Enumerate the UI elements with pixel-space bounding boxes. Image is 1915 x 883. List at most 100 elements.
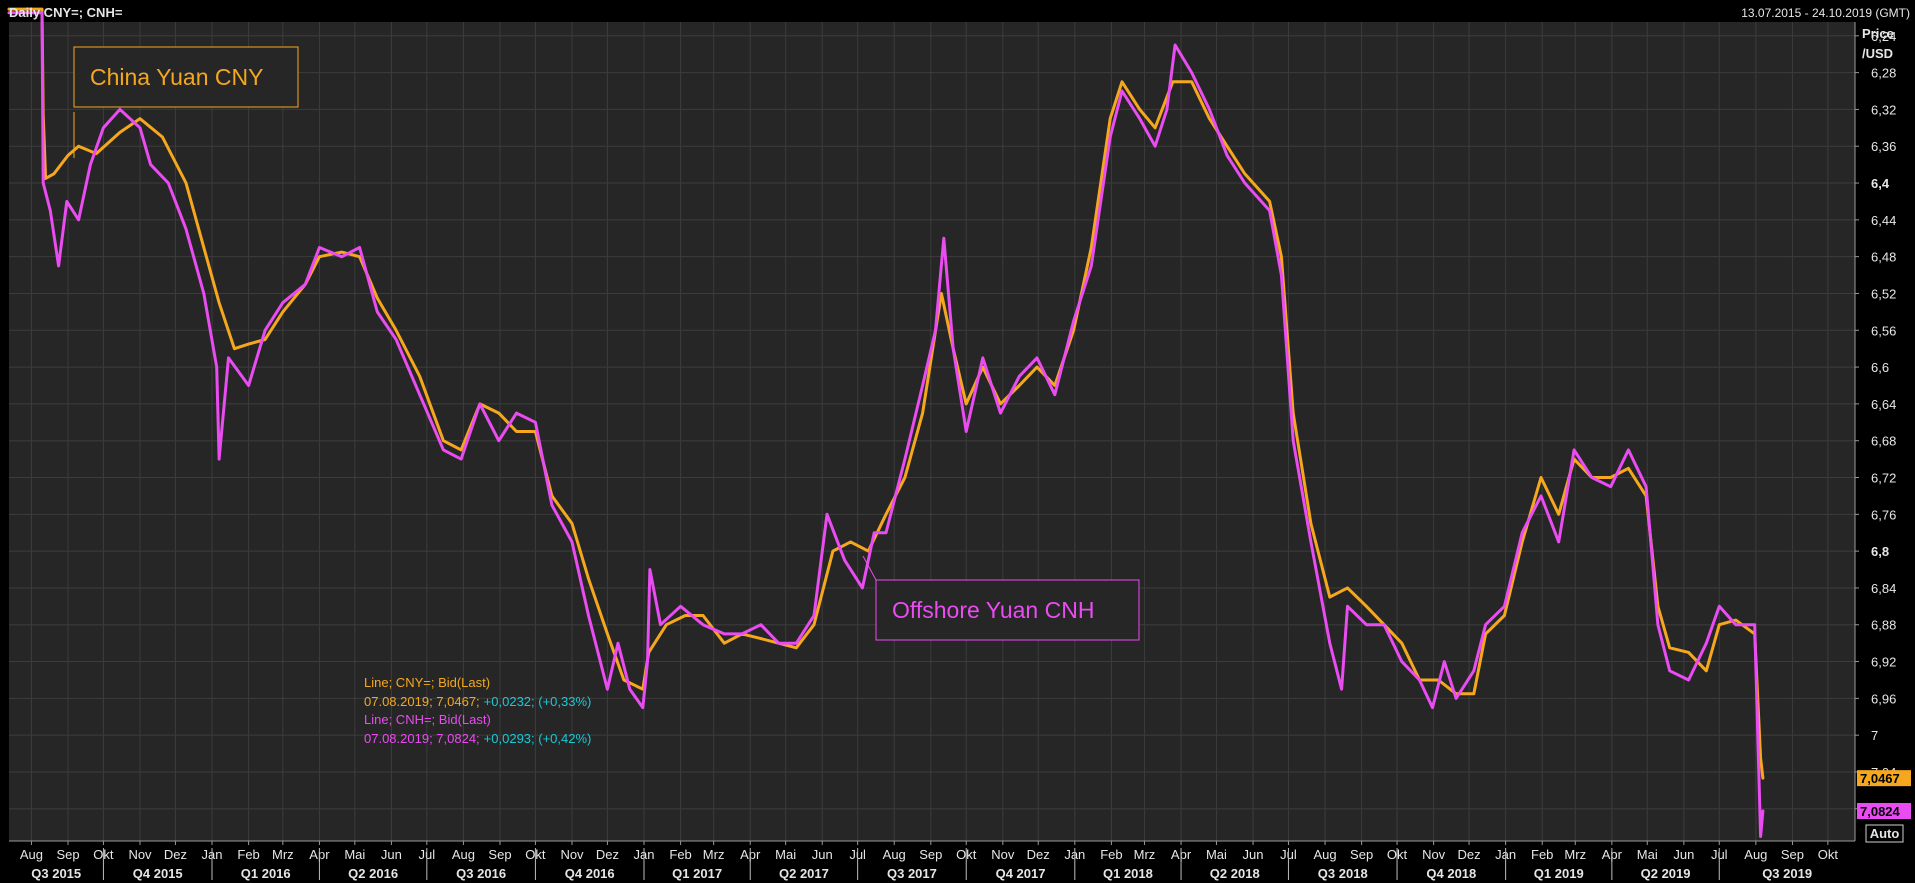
legend-cny-change: +0,0232; (+0,33%) — [484, 694, 592, 709]
x-quarter-label: Q1 2018 — [1103, 866, 1153, 881]
x-month-label: Aug — [883, 847, 906, 862]
y-tick-label: 6,4 — [1871, 176, 1890, 191]
y-tick-label: 6,28 — [1871, 66, 1896, 81]
legend-cnh-change: +0,0293; (+0,42%) — [484, 731, 592, 746]
x-month-label: Feb — [1100, 847, 1122, 862]
legend-cnh-values-row: 07.08.2019; 7,0824; +0,0293; (+0,42%) — [364, 731, 591, 746]
cnh-annotation-label: Offshore Yuan CNH — [892, 597, 1094, 623]
x-month-label: Okt — [1818, 847, 1839, 862]
cnh-last-value: 7,0824 — [1860, 804, 1901, 819]
x-month-label: Dez — [164, 847, 187, 862]
x-quarter-label: Q3 2017 — [887, 866, 937, 881]
unit-label-price: Price — [1862, 26, 1894, 41]
x-month-label: Sep — [488, 847, 511, 862]
x-month-label: Mai — [775, 847, 796, 862]
y-tick-label: 6,92 — [1871, 655, 1896, 670]
x-month-label: Sep — [919, 847, 942, 862]
x-quarter-label: Q3 2016 — [456, 866, 506, 881]
x-month-label: Aug — [1744, 847, 1767, 862]
y-tick-label: 6,64 — [1871, 397, 1896, 412]
y-tick-label: 6,48 — [1871, 250, 1896, 265]
legend-cny-values: 07.08.2019; 7,0467; — [364, 694, 480, 709]
y-tick-label: 6,72 — [1871, 471, 1896, 486]
x-month-label: Dez — [1457, 847, 1480, 862]
x-month-label: Feb — [669, 847, 691, 862]
y-tick-label: 6,84 — [1871, 581, 1896, 596]
x-month-label: Mai — [1637, 847, 1658, 862]
y-tick-label: 6,96 — [1871, 691, 1896, 706]
x-quarter-label: Q1 2016 — [241, 866, 291, 881]
unit-label-usd: /USD — [1862, 46, 1893, 61]
x-month-label: Aug — [20, 847, 43, 862]
x-month-label: Mrz — [703, 847, 725, 862]
x-quarter-label: Q2 2016 — [348, 866, 398, 881]
x-month-label: Dez — [1027, 847, 1050, 862]
y-tick-label: 6,88 — [1871, 618, 1896, 633]
series-lines — [7, 7, 1765, 838]
auto-scale-button[interactable] — [1865, 824, 1904, 843]
legend-cny-values-row: 07.08.2019; 7,0467; +0,0232; (+0,33%) — [364, 694, 591, 709]
x-month-label: Mrz — [1134, 847, 1156, 862]
x-quarter-label: Q2 2019 — [1641, 866, 1691, 881]
y-tick-label: 7 — [1871, 728, 1878, 743]
cnh-annotation-box[interactable] — [875, 579, 1140, 641]
x-month-label: Sep — [1350, 847, 1373, 862]
y-tick-label: 6,68 — [1871, 434, 1896, 449]
y-tick-label: 6,56 — [1871, 323, 1896, 338]
x-month-label: Jun — [1673, 847, 1694, 862]
y-tick-label: 6,32 — [1871, 102, 1896, 117]
y-tick-label: 6,36 — [1871, 139, 1896, 154]
x-quarter-label: Q2 2018 — [1210, 866, 1260, 881]
x-month-label: Feb — [237, 847, 259, 862]
x-month-label: Jun — [381, 847, 402, 862]
y-axis[interactable]: 6,24 6,28 6,32 6,36 6,4 6,44 6,48 6,52 6,56 6,6 6,… — [1854, 22, 1896, 841]
x-quarter-label: Q2 2017 — [779, 866, 829, 881]
y-tick-label: 6,44 — [1871, 213, 1896, 228]
cny-annotation-label: China Yuan CNY — [90, 64, 263, 90]
x-month-label: Nov — [1422, 847, 1446, 862]
y-tick-label: 6,6 — [1871, 360, 1889, 375]
x-quarter-label: Q4 2018 — [1426, 866, 1476, 881]
date-range: 13.07.2015 - 24.10.2019 (GMT) — [1741, 6, 1910, 20]
series-line-cny[interactable] — [7, 7, 1765, 780]
x-quarter-label: Q3 2018 — [1318, 866, 1368, 881]
x-month-label: Mrz — [1564, 847, 1586, 862]
y-tick-label: 6,76 — [1871, 507, 1896, 522]
auto-scale-label: Auto — [1870, 826, 1900, 841]
x-month-label: Mai — [344, 847, 365, 862]
x-month-label: Nov — [128, 847, 152, 862]
x-quarter-label: Q1 2017 — [672, 866, 722, 881]
x-quarter-label: Q1 2019 — [1534, 866, 1584, 881]
x-quarter-label: Q3 2019 — [1762, 866, 1812, 881]
x-month-label: Sep — [1781, 847, 1804, 862]
cny-last-value: 7,0467 — [1860, 771, 1900, 786]
x-month-label: Jun — [1243, 847, 1264, 862]
cnh-annotation-leader — [862, 555, 877, 581]
x-month-label: Jun — [812, 847, 833, 862]
y-tick-label: 6,8 — [1871, 544, 1889, 559]
x-month-label: Nov — [991, 847, 1015, 862]
y-tick-label: 6,24 — [1871, 29, 1896, 44]
cny-annotation-box[interactable] — [73, 46, 299, 108]
series-line-cnh[interactable] — [7, 11, 1765, 838]
x-quarter-label: Q3 2015 — [31, 866, 81, 881]
legend-cny-line: Line; CNY=; Bid(Last) — [364, 675, 490, 690]
x-month-label: Aug — [1313, 847, 1336, 862]
legend-cnh-values: 07.08.2019; 7,0824; — [364, 731, 480, 746]
cnh-last-value-marker — [1857, 803, 1911, 820]
x-axis[interactable]: Aug Sep Okt Nov Dez Jan Feb Mrz Apr Mai Jun Jul Aug S… — [9, 840, 1855, 881]
x-month-label: Feb — [1531, 847, 1553, 862]
plot-area[interactable] — [9, 22, 1855, 841]
x-quarter-label: Q4 2015 — [133, 866, 183, 881]
chart-title: Daily CNY=; CNH= — [9, 5, 123, 20]
cny-last-value-marker — [1857, 770, 1911, 787]
y-tick-label: 6,52 — [1871, 286, 1896, 301]
legend-cnh-line: Line; CNH=; Bid(Last) — [364, 712, 491, 727]
grid — [9, 22, 1855, 841]
x-quarter-label: Q4 2016 — [565, 866, 615, 881]
x-month-label: Dez — [596, 847, 619, 862]
x-month-label: Mrz — [272, 847, 294, 862]
x-month-label: Mai — [1206, 847, 1227, 862]
x-month-label: Nov — [560, 847, 584, 862]
